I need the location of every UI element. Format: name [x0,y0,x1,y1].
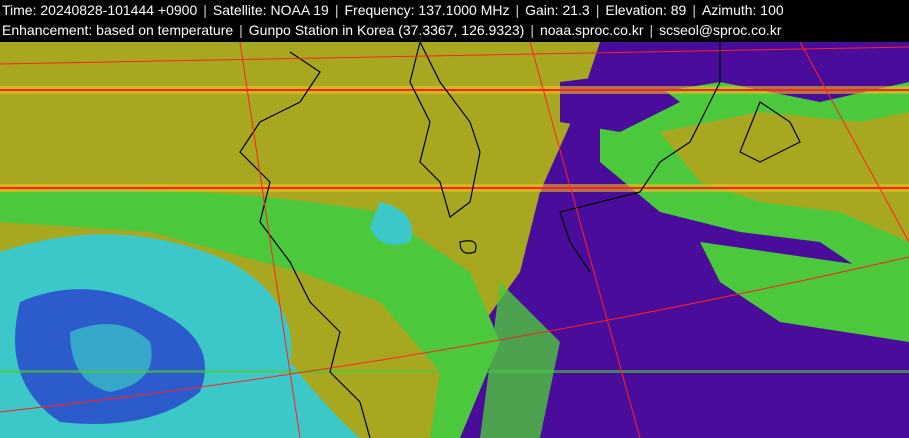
green-cloud-band [480,282,560,438]
coastlines [239,42,801,438]
separator: | [239,22,243,38]
elevation-text: Elevation: 89 [605,2,687,18]
website-text: noaa.sproc.co.kr [539,22,644,38]
noise-band [0,187,909,189]
lat-lon-grid [0,42,909,438]
email-text: scseol@sproc.co.kr [659,22,782,38]
station-text: Gunpo Station in Korea (37.3367, 126.932… [248,22,525,38]
separator: | [595,2,600,18]
green-band [0,189,500,438]
noise-band [0,370,909,373]
header-line-1: Time: 20240828-101444 +0900 | Satellite: N… [2,0,909,20]
separator: | [530,22,534,38]
enhancement-text: Enhancement: based on temperature [2,22,234,38]
cyan-patch [370,202,412,245]
green-southeast [700,242,909,342]
separator: | [334,2,339,18]
separator: | [515,2,520,18]
azimuth-text: Azimuth: 100 [701,2,784,18]
yellow-east [660,112,909,242]
header-line-2: Enhancement: based on temperature | Gunpo … [2,20,909,40]
time-text: Time: 20240828-101444 +0900 [2,2,198,18]
separator: | [649,22,654,38]
separator: | [203,2,207,18]
satellite-text: Satellite: NOAA 19 [212,2,329,18]
gain-text: Gain: 21.3 [525,2,590,18]
blue-cloud-core [70,324,152,392]
frequency-text: Frequency: 137.1000 MHz [344,2,510,18]
noise-band [0,89,909,91]
satellite-image [0,42,909,438]
info-header: Time: 20240828-101444 +0900 | Satellite: N… [0,0,909,42]
separator: | [692,2,696,18]
